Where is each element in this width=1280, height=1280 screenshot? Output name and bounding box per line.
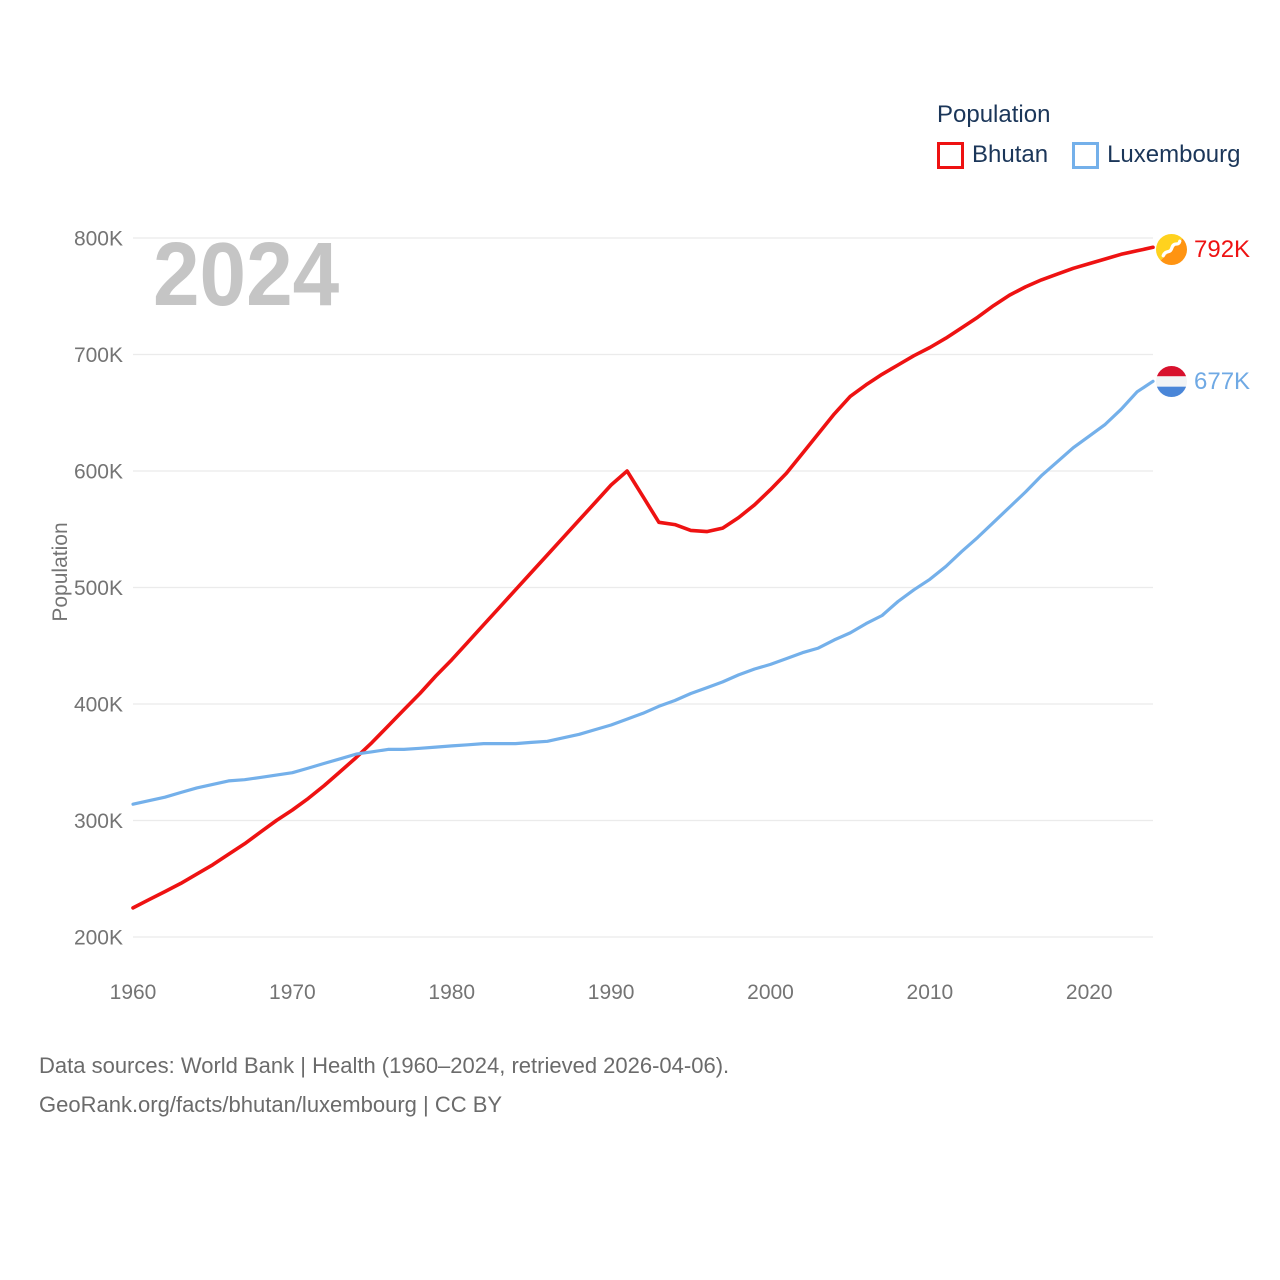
data-sources-line: Data sources: World Bank | Health (1960–… (39, 1053, 730, 1078)
y-tick-label: 300K (74, 810, 123, 833)
luxembourg-flag-icon (1156, 366, 1187, 397)
bhutan-end-value: 792K (1194, 235, 1251, 263)
x-tick-label: 1970 (269, 981, 316, 1004)
legend: Population Bhutan Luxembourg (937, 101, 1241, 169)
source-url-line: GeoRank.org/facts/bhutan/luxembourg | CC… (39, 1092, 503, 1117)
series-line-bhutan (131, 245, 1155, 910)
bhutan-flag-icon (1156, 234, 1187, 265)
x-tick-label: 1960 (110, 981, 157, 1004)
y-tick-label: 600K (74, 461, 123, 484)
legend-items: Bhutan Luxembourg (937, 141, 1241, 169)
y-tick-label: 700K (74, 344, 123, 367)
attribution-footer: Data sources: World Bank | Health (1960–… (39, 1046, 729, 1124)
y-tick-label: 800K (74, 228, 123, 251)
y-tick-label: 200K (74, 927, 123, 950)
bhutan-series-swatch (937, 141, 964, 169)
x-tick-label: 2000 (747, 981, 794, 1004)
x-tick-label: 2010 (907, 981, 954, 1004)
legend-title: Population (937, 101, 1051, 128)
bhutan-end-label: 792K (1156, 234, 1250, 265)
luxembourg-end-value: 677K (1194, 367, 1251, 395)
y-tick-label: 500K (74, 577, 123, 600)
x-tick-label: 2020 (1066, 981, 1113, 1004)
legend-label-luxembourg: Luxembourg (1107, 141, 1241, 168)
legend-item-bhutan[interactable]: Bhutan (937, 141, 1048, 169)
legend-item-luxembourg[interactable]: Luxembourg (1072, 141, 1241, 169)
y-tick-label: 400K (74, 694, 123, 717)
legend-label-bhutan: Bhutan (972, 141, 1049, 168)
series-line-luxembourg (131, 379, 1155, 806)
x-tick-label: 1980 (428, 981, 475, 1004)
luxembourg-end-label: 677K (1156, 366, 1250, 397)
luxembourg-series-swatch (1072, 141, 1100, 169)
x-tick-label: 1990 (588, 981, 635, 1004)
year-watermark: 2024 (153, 225, 340, 325)
